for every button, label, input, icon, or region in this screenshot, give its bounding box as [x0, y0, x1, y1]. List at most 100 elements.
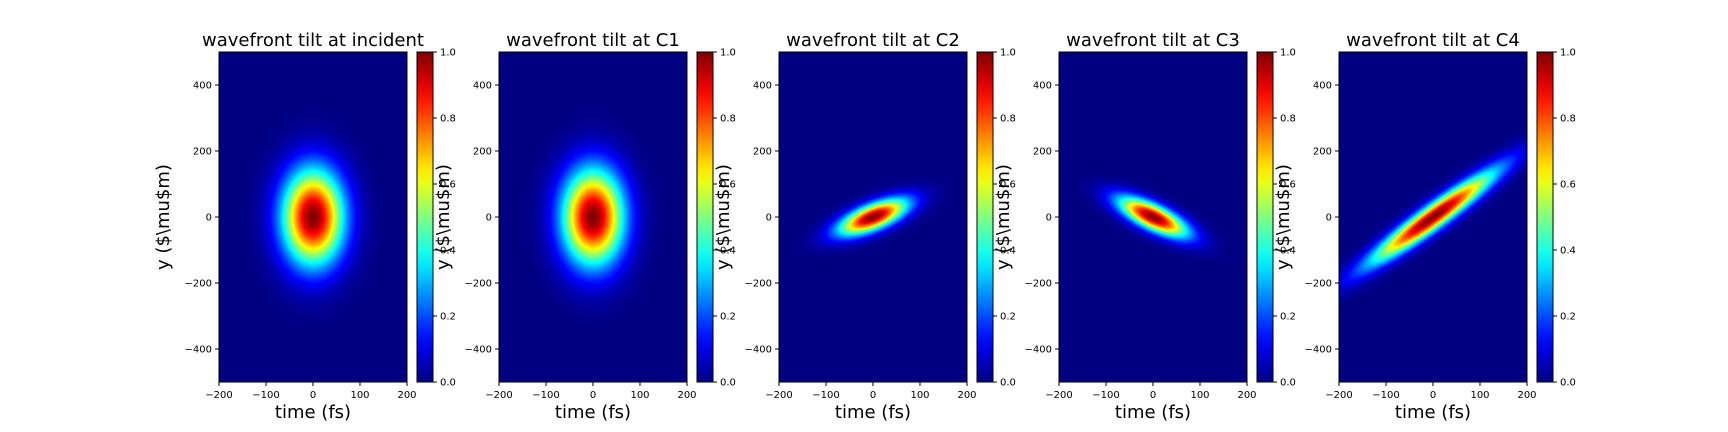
colorbar-tick-label: 1.0	[1280, 48, 1296, 59]
colorbar-tick-label: 0.4	[1560, 246, 1576, 257]
colorbar	[1256, 51, 1274, 383]
x-tick-label: 100	[630, 390, 649, 401]
colorbar-tick-label: 0.2	[440, 312, 456, 323]
colorbar-tick-label: 0.0	[1560, 378, 1576, 389]
y-tick-label: −200	[185, 279, 212, 290]
x-tick-label: −200	[485, 390, 512, 401]
chart-title: wavefront tilt at C1	[506, 30, 680, 51]
y-tick-label: 400	[193, 81, 212, 92]
colorbar-tick-label: 0.2	[1560, 312, 1576, 323]
y-tick-label: 400	[1313, 81, 1332, 92]
colorbar-tick-label: 0.6	[1000, 180, 1016, 191]
colorbar-tick-label: 0.2	[1280, 312, 1296, 323]
x-tick-label: 100	[350, 390, 369, 401]
colorbar	[416, 51, 434, 383]
chart-title: wavefront tilt at C3	[1066, 30, 1240, 51]
y-tick-label: −400	[1305, 345, 1332, 356]
y-tick-label: 0	[486, 213, 492, 224]
y-tick-label: 200	[1033, 147, 1052, 158]
colorbar-tick-label: 0.6	[440, 180, 456, 191]
x-tick-label: 0	[1430, 390, 1436, 401]
chart-title: wavefront tilt at incident	[202, 30, 424, 51]
colorbar-tick-label: 0.4	[1280, 246, 1296, 257]
x-tick-label: 200	[1517, 390, 1536, 401]
colorbar-tick-label: 1.0	[720, 48, 736, 59]
x-tick-label: −200	[205, 390, 232, 401]
x-tick-label: 100	[1190, 390, 1209, 401]
y-tick-label: 200	[1313, 147, 1332, 158]
subplot-2: wavefront tilt at C2 −200 −100 0 100 200 −400 −…	[713, 30, 1016, 423]
colorbar-tick-label: 1.0	[440, 48, 456, 59]
subplot-0: wavefront tilt at incident −200 −100 0 100 20…	[153, 30, 456, 423]
x-tick-label: 100	[910, 390, 929, 401]
y-tick-label: −400	[1025, 345, 1052, 356]
colorbar-tick-label: 0.0	[1000, 378, 1016, 389]
chart-title: wavefront tilt at C2	[786, 30, 960, 51]
colorbar-tick-label: 0.8	[1560, 114, 1576, 125]
x-tick-label: 200	[397, 390, 416, 401]
colorbar-tick-label: 0.6	[1280, 180, 1296, 191]
colorbar-tick-label: 0.8	[1280, 114, 1296, 125]
y-tick-label: −400	[745, 345, 772, 356]
y-tick-label: 200	[473, 147, 492, 158]
heatmap-image	[1059, 52, 1247, 382]
y-axis-label: y ($\mu$m)	[433, 164, 454, 270]
chart-title: wavefront tilt at C4	[1346, 30, 1520, 51]
x-tick-label: 100	[1470, 390, 1489, 401]
subplot-3: wavefront tilt at C3 −200 −100 0 100 200 −400 −…	[993, 30, 1296, 423]
x-tick-label: −100	[812, 390, 839, 401]
x-tick-label: 200	[957, 390, 976, 401]
subplot-4: wavefront tilt at C4 −200 −100 0 100 200 −400 −…	[1273, 30, 1576, 423]
y-axis-label: y ($\mu$m)	[713, 164, 734, 270]
colorbar-tick-label: 0.0	[440, 378, 456, 389]
colorbar-tick-label: 1.0	[1000, 48, 1016, 59]
colorbar	[1536, 51, 1554, 383]
x-tick-label: −200	[1045, 390, 1072, 401]
heatmap-image	[779, 52, 967, 382]
y-tick-label: −200	[1305, 279, 1332, 290]
x-tick-label: −200	[1325, 390, 1352, 401]
x-tick-label: 0	[870, 390, 876, 401]
colorbar-tick-label: 0.2	[1000, 312, 1016, 323]
colorbar-tick-label: 0.4	[440, 246, 456, 257]
y-tick-label: 400	[753, 81, 772, 92]
x-tick-label: 0	[310, 390, 316, 401]
y-tick-label: −200	[1025, 279, 1052, 290]
y-tick-label: 400	[1033, 81, 1052, 92]
colorbar-tick-label: 0.6	[1560, 180, 1576, 191]
x-tick-label: −100	[1372, 390, 1399, 401]
y-tick-label: −200	[465, 279, 492, 290]
x-tick-label: −200	[765, 390, 792, 401]
y-tick-label: 0	[766, 213, 772, 224]
x-tick-label: 0	[1150, 390, 1156, 401]
colorbar-tick-label: 0.8	[1000, 114, 1016, 125]
y-axis-label: y ($\mu$m)	[993, 164, 1014, 270]
y-tick-label: 400	[473, 81, 492, 92]
x-axis-label: time (fs)	[835, 402, 911, 423]
colorbar-tick-label: 0.8	[720, 114, 736, 125]
y-tick-label: 200	[753, 147, 772, 158]
x-tick-label: 200	[677, 390, 696, 401]
x-tick-label: −100	[532, 390, 559, 401]
y-tick-label: −200	[745, 279, 772, 290]
x-axis-label: time (fs)	[275, 402, 351, 423]
x-axis-label: time (fs)	[1395, 402, 1471, 423]
y-axis-label: y ($\mu$m)	[153, 164, 174, 270]
y-tick-label: 0	[1326, 213, 1332, 224]
subplot-1: wavefront tilt at C1 −200 −100 0 100 200 −400 −…	[433, 30, 736, 423]
colorbar-tick-label: 0.0	[1280, 378, 1296, 389]
x-tick-label: −100	[252, 390, 279, 401]
colorbar-tick-label: 0.4	[720, 246, 736, 257]
colorbar-tick-label: 0.2	[720, 312, 736, 323]
heatmap-image	[499, 52, 687, 382]
x-axis-label: time (fs)	[555, 402, 631, 423]
colorbar-tick-label: 0.6	[720, 180, 736, 191]
y-tick-label: −400	[185, 345, 212, 356]
heatmap-image	[1339, 52, 1527, 382]
colorbar	[696, 51, 714, 383]
y-tick-label: 200	[193, 147, 212, 158]
y-axis-label: y ($\mu$m)	[1273, 164, 1294, 270]
colorbar	[976, 51, 994, 383]
y-tick-label: −400	[465, 345, 492, 356]
